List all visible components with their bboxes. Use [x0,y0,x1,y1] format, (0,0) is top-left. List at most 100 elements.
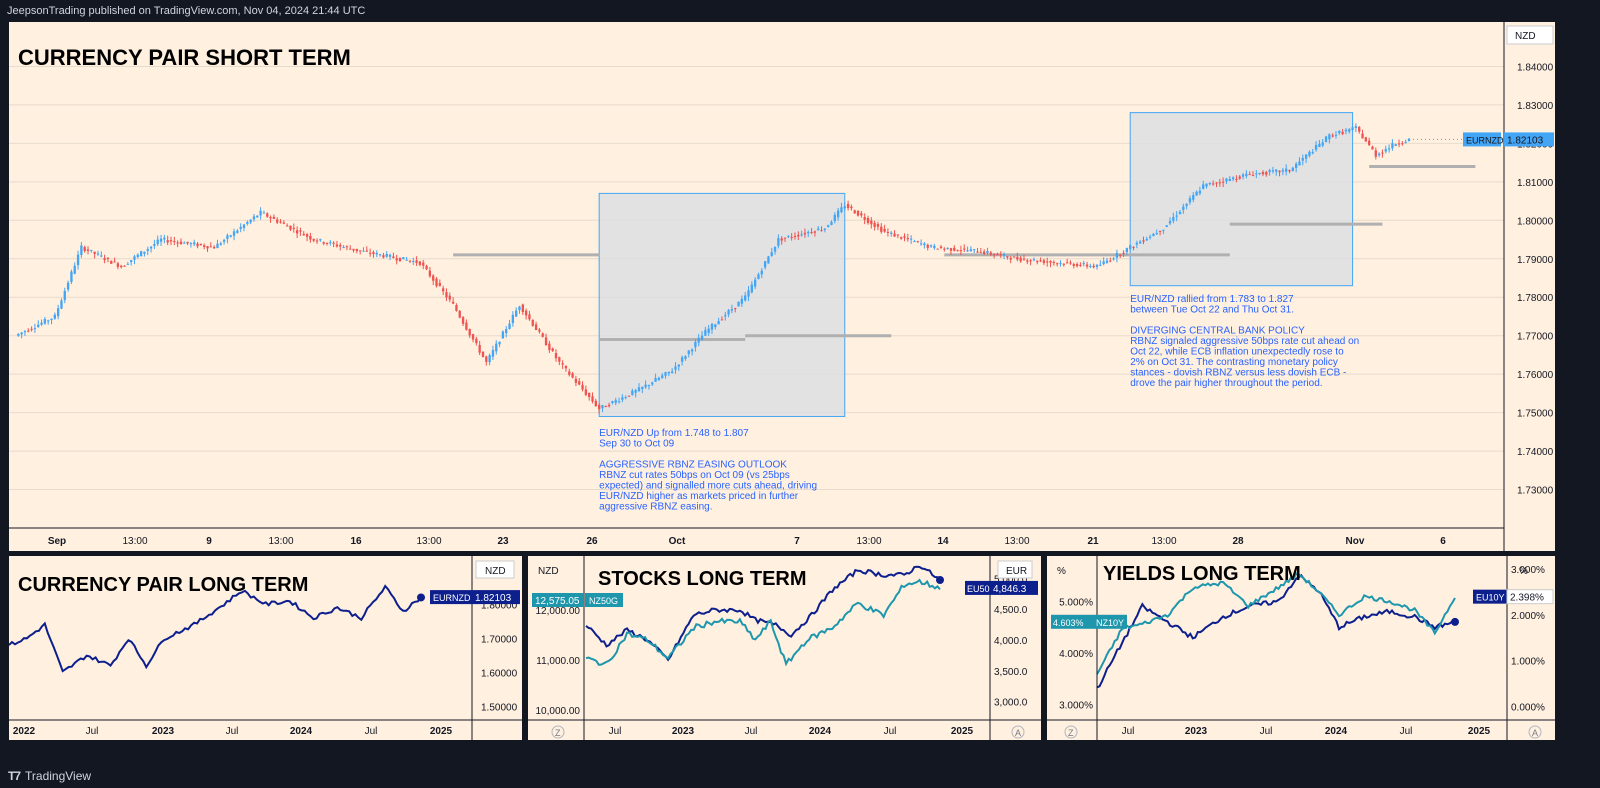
candle [415,256,418,266]
tradingview-logo[interactable]: T7 TradingView [8,769,91,783]
candle [1132,246,1135,251]
candle [1192,192,1195,203]
lt2-left-currency: NZD [538,566,559,577]
highlight-box[interactable] [1129,112,1354,287]
y-tick-label: 4,500.0 [994,605,1028,616]
lt3-left-symbol: NZ10Y [1096,618,1124,628]
candle [793,232,797,240]
candle [617,397,621,404]
yields-long-term-chart[interactable]: 5.000% 4.000% 3.000% 3.000% 2.000% 1.000% 0.00… [1047,556,1555,740]
candle [27,328,30,333]
candle [800,230,803,237]
candle [1225,177,1228,185]
candle [820,226,823,232]
candle [654,373,657,382]
x-tick-label: Jul [745,726,758,737]
candle [295,226,299,239]
candle [900,236,903,240]
currency-long-term-panel[interactable]: 1.80000 1.70000 1.60000 1.50000 2022 Jul 2023… [9,556,522,740]
x-tick-label: Jul [226,726,239,737]
candle [368,248,372,257]
x-tick-label: Jul [1260,726,1273,737]
candle [890,231,893,237]
candle [222,238,226,245]
candle [139,250,143,257]
stocks-long-term-panel[interactable]: 12,000.00 11,000.00 10,000.00 5,000.0 4,500.… [528,556,1041,740]
candle [574,375,578,387]
lt3-footer-left[interactable]: Z [1068,728,1074,738]
candle [286,223,289,227]
candle [992,253,996,259]
candle [309,232,312,243]
candle [651,381,654,386]
lt2-footer-left[interactable]: Z [555,728,561,738]
y-tick-label: 1.83000 [1517,101,1554,112]
candle [601,405,604,413]
annotation-text: 2% on Oct 31. The contrasting monetary p… [1130,357,1338,368]
x-tick-label: Jul [86,726,99,737]
candle [870,217,873,229]
candle [299,227,302,236]
publish-header-text: JeepsonTrading published on TradingView.… [7,5,366,17]
series-line [1096,573,1456,689]
candle [1288,169,1291,174]
candle [1115,249,1119,263]
candle [1188,195,1192,205]
footer-bar: T7 TradingView [0,764,1600,788]
lt3-left-value: 4.603% [1053,618,1084,628]
x-tick-label: 2022 [13,726,36,737]
lt2-footer-right[interactable]: A [1015,728,1021,738]
candle [1212,180,1215,186]
candle [173,236,176,246]
candle [863,213,866,225]
candle [169,236,173,246]
y-tick-label: 1.70000 [481,634,518,645]
price-axis[interactable] [1504,22,1555,551]
short-term-chart-panel[interactable]: EUR/NZD Up from 1.748 to 1.807 Sep 30 to … [9,22,1555,551]
symbol-label: EURNZD [1466,135,1504,145]
highlight-box[interactable] [598,192,846,417]
x-tick-label: 13:00 [416,536,441,547]
candle [1374,147,1377,160]
stocks-long-term-chart[interactable]: 12,000.00 11,000.00 10,000.00 5,000.0 4,500.… [528,556,1041,740]
candle [873,220,876,231]
candle [627,395,631,397]
candle [946,247,949,250]
annotation-text: aggressive RBNZ easing. [599,502,712,513]
candle [797,231,800,240]
candle [130,260,133,266]
x-tick-label: 2025 [430,726,453,737]
candle [1075,262,1079,268]
candle [1397,139,1401,148]
candle [23,329,27,336]
series-line [9,584,422,673]
candle [242,223,246,232]
currency-long-term-chart[interactable]: 1.80000 1.70000 1.60000 1.50000 2022 Jul 2023… [9,556,522,740]
candle [1401,141,1404,146]
candle [103,254,106,264]
candle [398,257,402,262]
candle [584,385,588,397]
yields-long-term-panel[interactable]: 5.000% 4.000% 3.000% 3.000% 2.000% 1.000% 0.00… [1047,556,1555,740]
candle [1198,186,1202,196]
lt3-right-currency: % [1519,566,1528,577]
currency-label: NZD [1515,31,1536,42]
x-tick-label: 13:00 [268,536,293,547]
candle [578,378,581,386]
candle [813,230,817,237]
candle [929,244,933,248]
lt3-footer-right[interactable]: A [1532,728,1538,738]
candle [1364,136,1368,142]
last-price-label: 1.82103 [1507,135,1544,146]
candle [428,266,432,278]
x-tick-label: 13:00 [856,536,881,547]
candle [803,228,807,238]
y-tick-label: 4,000.0 [994,636,1028,647]
candle [17,333,20,337]
annotation-text: Sep 30 to Oct 09 [599,439,674,450]
candle [1178,209,1182,215]
lt3-right-value: 2.398% [1510,593,1544,604]
candle [70,269,73,285]
x-tick-label: 2024 [290,726,313,737]
